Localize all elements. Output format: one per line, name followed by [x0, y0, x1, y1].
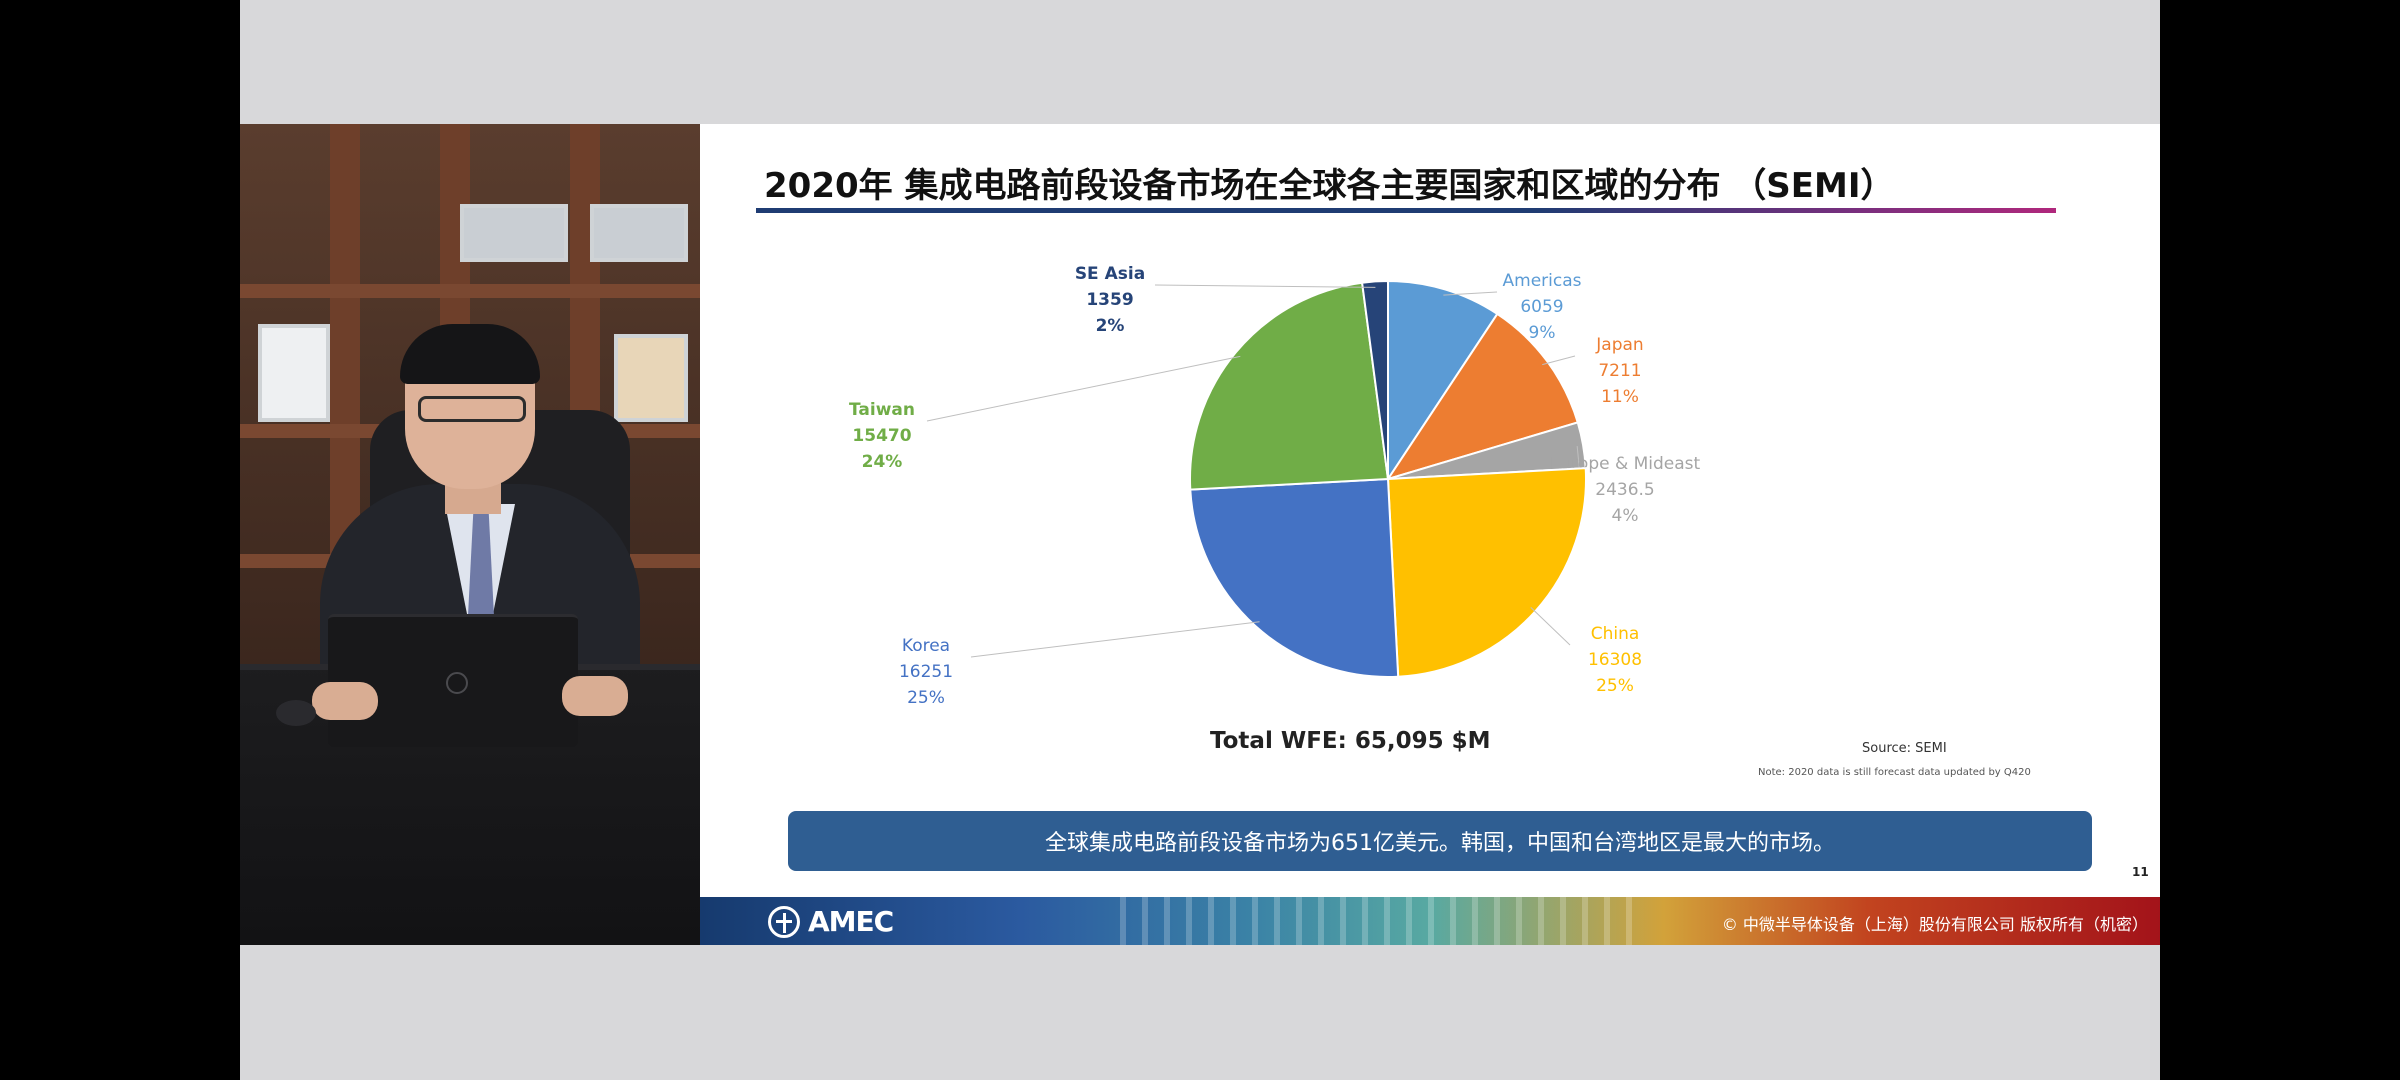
photo-frame: [614, 334, 688, 422]
leader-line-se-asia: [1154, 284, 1376, 288]
pie-chart: Americas 6059 9% Japan 7211 11% Europe & Midea…: [849, 264, 1701, 708]
speaker-hair: [400, 324, 540, 384]
pie-label-pct-taiwan: 24%: [862, 452, 903, 472]
copyright-text: © 中微半导体设备（上海）股份有限公司 版权所有（机密）: [1721, 915, 2148, 934]
pie-slice-americas: [1387, 279, 1499, 483]
pie-label-pct-korea: 25%: [907, 688, 945, 708]
leader-line-china: [1530, 607, 1571, 646]
speaker-video: [240, 124, 700, 945]
certificate-frame: [258, 324, 330, 422]
summary-text: 全球集成电路前段设备市场为651亿美元。韩国，中国和台湾地区是最大的市场。: [1045, 831, 1835, 856]
video-call-stage: 2020年 集成电路前段设备市场在全球各主要国家和区域的分布 （SEMI） Am…: [240, 0, 2160, 1080]
pie-label-pct-americas: 9%: [1529, 323, 1556, 343]
speaker-hand-left: [312, 682, 378, 720]
amec-logo: AMEC: [768, 905, 894, 938]
total-wfe-label: Total WFE: 65,095 $M: [1210, 728, 1491, 754]
source-label: Source: SEMI: [1862, 741, 1947, 756]
pie-label-name-korea: Korea: [902, 636, 950, 656]
pie-label-value-se-asia: 1359: [1086, 290, 1133, 310]
pie-label-name-americas: Americas: [1503, 271, 1582, 291]
pie-label-value-taiwan: 15470: [852, 426, 911, 446]
pie-label-pct-japan: 11%: [1601, 387, 1639, 407]
pie-label-value-americas: 6059: [1520, 297, 1563, 317]
pie-label-name-china: China: [1591, 624, 1640, 644]
speaker-hand-right: [562, 676, 628, 716]
title-rule: [756, 208, 2056, 213]
pie-slice-korea: [1189, 477, 1400, 678]
letterbox-top: [240, 0, 2160, 124]
pie-slice-taiwan: [1189, 281, 1390, 491]
leader-line-taiwan: [926, 355, 1241, 422]
pie-slice-china: [1386, 467, 1587, 678]
slide-title: 2020年 集成电路前段设备市场在全球各主要国家和区域的分布 （SEMI）: [764, 166, 1895, 206]
pie-label-pct-se-asia: 2%: [1096, 316, 1125, 336]
pie-label-name-japan: Japan: [1595, 335, 1643, 355]
leader-line-korea: [970, 621, 1260, 658]
letterbox-bottom: [240, 945, 2160, 1080]
pie-label-pct-europe-mideast: 4%: [1612, 506, 1639, 526]
pie-label-value-europe-mideast: 2436.5: [1595, 480, 1654, 500]
presentation-slide: 2020年 集成电路前段设备市场在全球各主要国家和区域的分布 （SEMI） Am…: [700, 124, 2160, 945]
summary-banner: 全球集成电路前段设备市场为651亿美元。韩国，中国和台湾地区是最大的市场。: [788, 811, 2092, 871]
pie-label-pct-china: 25%: [1596, 676, 1634, 696]
page-number: 11: [2132, 865, 2149, 879]
pie-label-name-taiwan: Taiwan: [849, 400, 915, 420]
plaque: [590, 204, 688, 262]
pie-slice-japan: [1385, 312, 1579, 481]
pie-slice-se-asia: [1360, 279, 1389, 480]
footer-decoration: [1120, 897, 1640, 945]
logo-text: AMEC: [808, 905, 894, 938]
pie-label-value-china: 16308: [1588, 650, 1642, 670]
amec-logo-icon: [768, 905, 800, 938]
pie-label-value-japan: 7211: [1598, 361, 1641, 381]
leader-line-americas: [1443, 291, 1498, 296]
pie-label-name-europe-mideast: Europe & Mideast: [1550, 454, 1701, 474]
pie-label-name-se-asia: SE Asia: [1075, 264, 1145, 284]
plaque: [460, 204, 568, 262]
data-note: Note: 2020 data is still forecast data u…: [1758, 767, 2031, 778]
speaker-glasses: [418, 396, 526, 422]
laptop-logo-icon: [446, 672, 468, 694]
pie-label-value-korea: 16251: [899, 662, 953, 682]
slide-footer: AMEC © 中微半导体设备（上海）股份有限公司 版权所有（机密）: [700, 897, 2160, 945]
leader-line-japan: [1542, 355, 1576, 366]
computer-mouse: [276, 700, 316, 726]
shelf-row: [240, 284, 700, 298]
laptop: [328, 614, 578, 747]
